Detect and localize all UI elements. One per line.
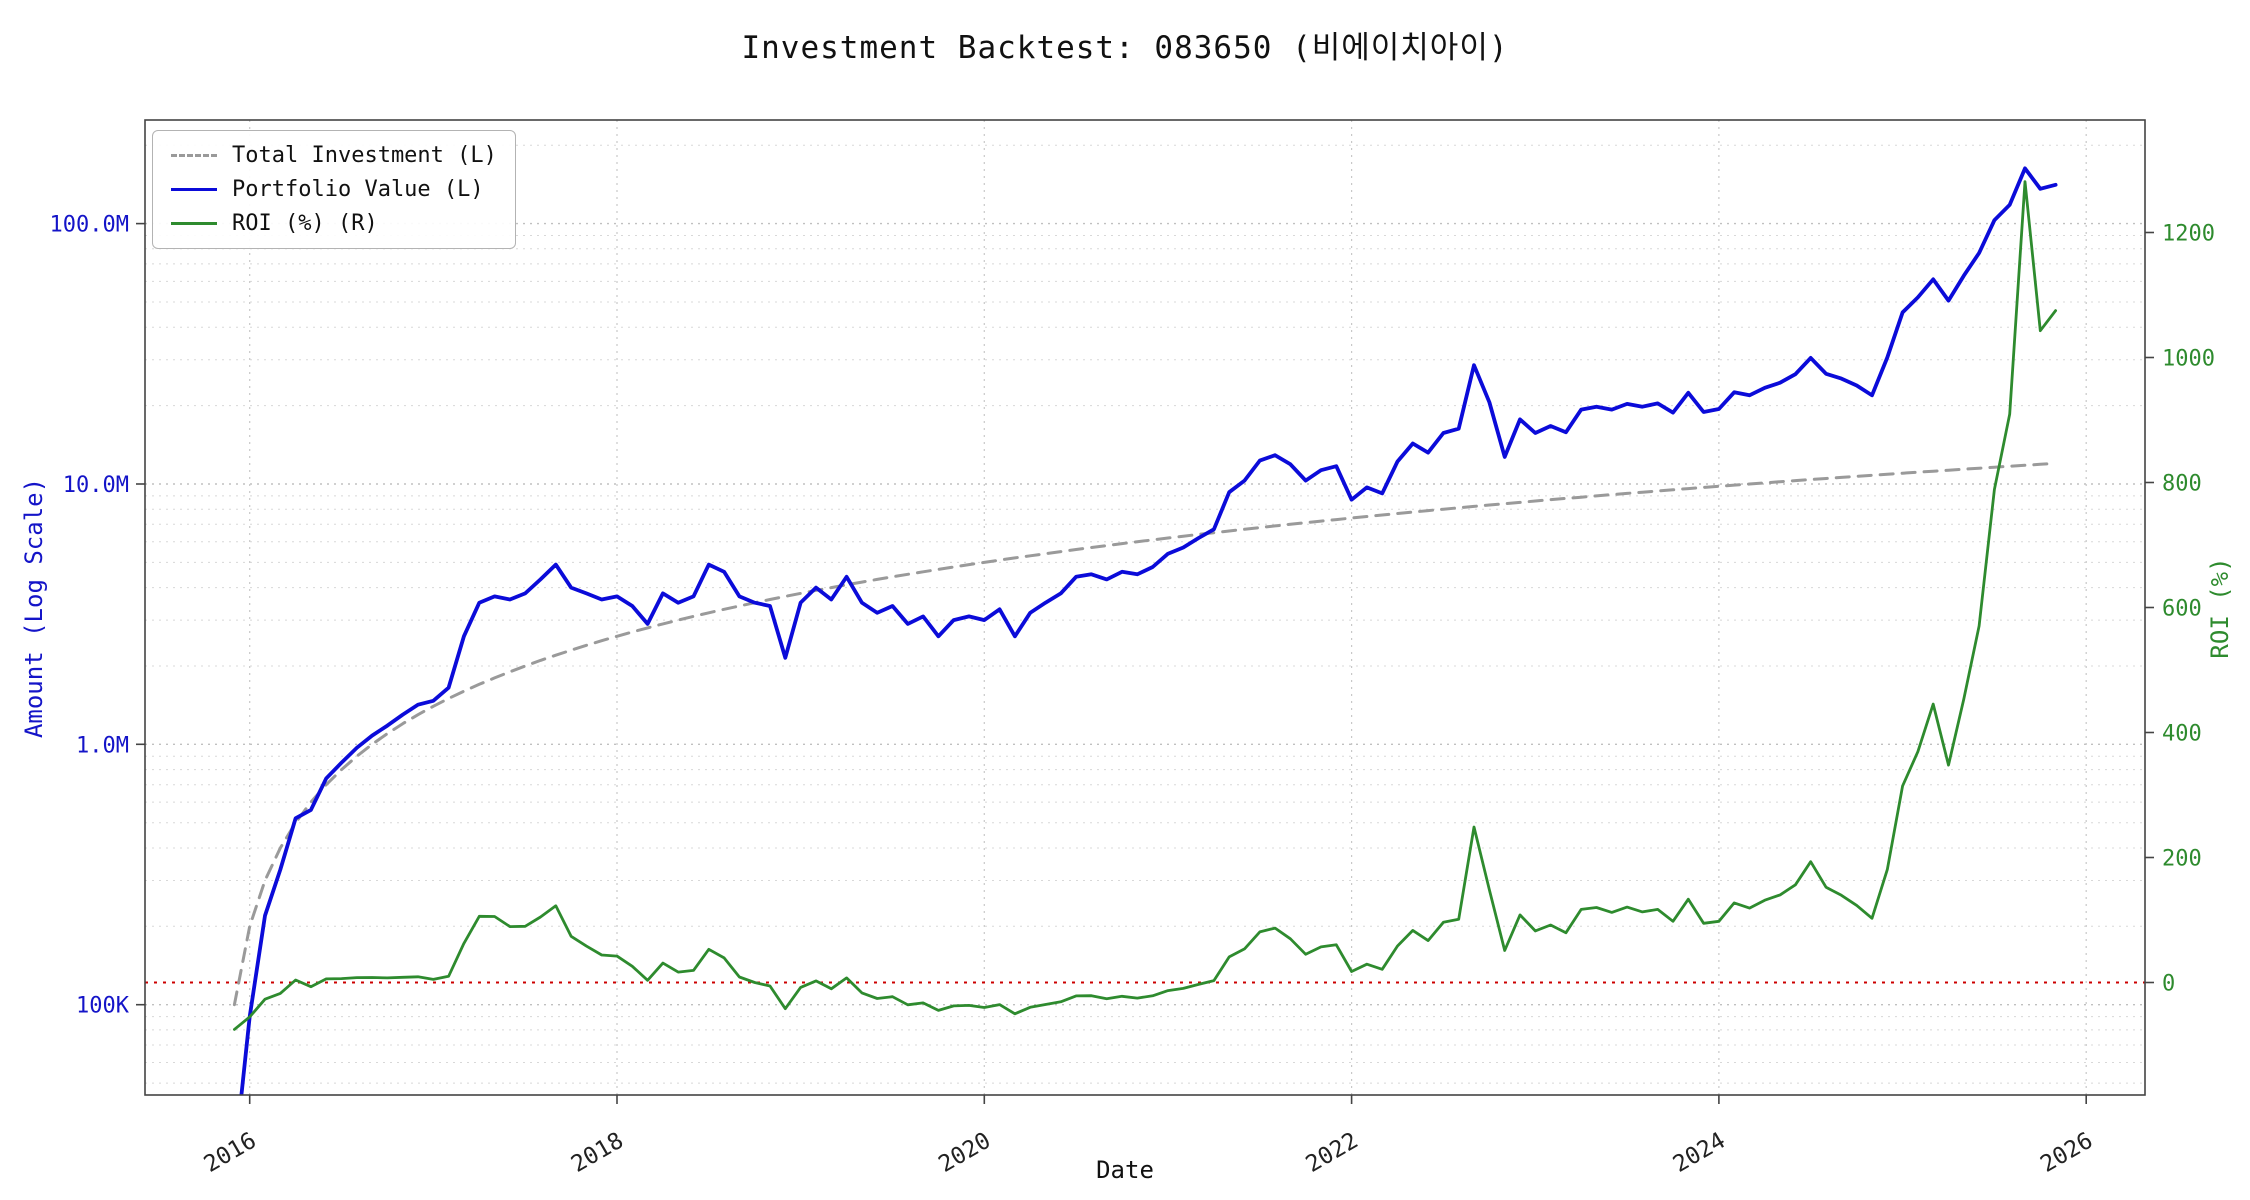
roi-line-sample [171,222,217,225]
right-axis-label: ROI (%) [2206,557,2234,659]
series-portfolio-value [239,166,2058,1095]
legend-label-portfolio-value: Portfolio Value (L) [232,177,484,202]
right-tick-labels: 0 200 400 600 800 1000 1200 [2145,222,2215,997]
svg-text:600: 600 [2162,597,2202,622]
chart-title: Investment Backtest: 083650 (비에이치아이) [741,30,1509,66]
legend-item-total-investment: Total Investment (L) [171,143,497,168]
svg-text:1200: 1200 [2162,222,2215,247]
svg-text:200: 200 [2162,847,2202,872]
svg-text:1000: 1000 [2162,347,2215,372]
total-investment-line-sample [171,154,217,157]
legend-label-total-investment: Total Investment (L) [232,143,497,168]
series-roi [232,180,2058,1031]
left-tick-labels: 100K 1.0M 10.0M 100.0M [50,213,145,1019]
svg-text:400: 400 [2162,722,2202,747]
x-axis-label: Date [1096,1156,1154,1184]
svg-text:800: 800 [2162,472,2202,497]
legend-item-roi: ROI (%) (R) [171,211,497,236]
portfolio-value-line-sample [171,188,217,191]
svg-text:100K: 100K [76,994,130,1019]
legend-label-roi: ROI (%) (R) [232,211,378,236]
legend: Total Investment (L) Portfolio Value (L)… [152,130,516,249]
svg-text:0: 0 [2162,972,2175,997]
svg-text:10.0M: 10.0M [63,473,129,498]
grid-vertical [249,120,2087,1095]
axis-frame [144,119,2146,1096]
legend-item-portfolio-value: Portfolio Value (L) [171,177,497,202]
series-total-investment [232,461,2058,1007]
left-axis-label: Amount (Log Scale) [20,477,48,739]
grid-horizontal [145,144,2145,1084]
svg-text:1.0M: 1.0M [76,733,129,758]
svg-text:100.0M: 100.0M [50,213,129,238]
